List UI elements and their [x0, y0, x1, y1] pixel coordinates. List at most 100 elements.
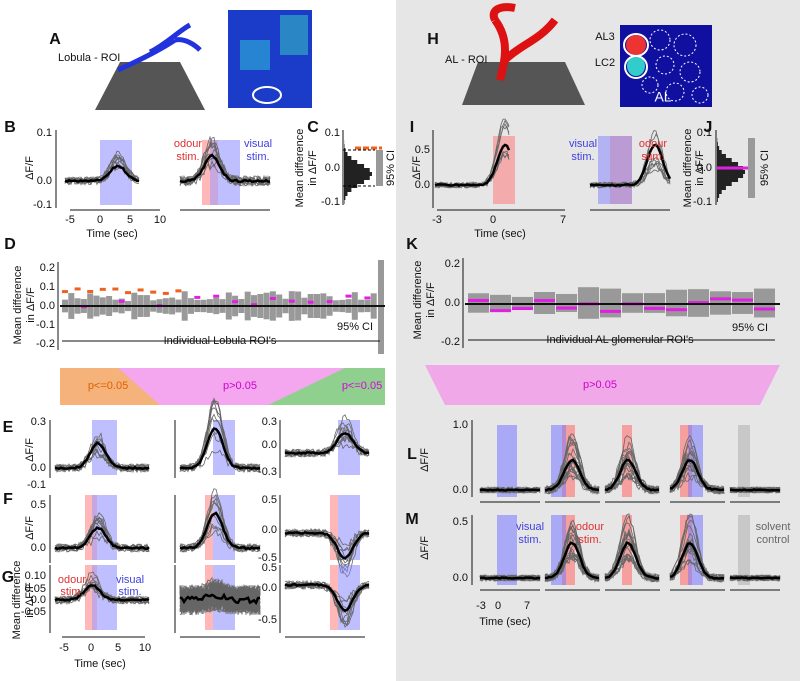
trace — [669, 434, 725, 495]
tick-label: 0.2 — [445, 258, 460, 270]
mean-mark — [688, 301, 709, 305]
label: stim. — [571, 151, 594, 163]
sig-mark — [150, 290, 157, 294]
stim-box — [598, 136, 610, 204]
tick-label: -0.5 — [258, 552, 277, 564]
roi-label: AL - ROI — [445, 54, 487, 66]
glomerulus-label: LC2 — [595, 57, 615, 69]
label: in ΔF/F — [24, 582, 36, 618]
hist-bar — [717, 162, 739, 166]
label: odour — [174, 138, 202, 150]
hist-bar — [717, 198, 718, 202]
mean-trace — [544, 458, 599, 492]
mean-trace — [54, 584, 150, 602]
tick-label: -0.3 — [258, 466, 277, 478]
label: ΔF/F — [24, 516, 36, 540]
stim-box — [551, 515, 562, 585]
mean-mark — [307, 300, 314, 304]
tick-label: 0.0 — [262, 582, 277, 594]
label: solvent — [756, 521, 791, 533]
label: odour — [639, 138, 667, 150]
mean-trace — [284, 530, 370, 560]
stim-box — [376, 150, 383, 186]
mean-trace — [729, 576, 781, 580]
axis-title: Time (sec) — [86, 228, 138, 240]
label: in ΔF/F — [694, 150, 706, 186]
label: in ΔF/F — [25, 287, 37, 323]
tick-label: 0 — [88, 642, 94, 654]
group-label: p>0.05 — [223, 380, 257, 392]
stim-box — [610, 136, 632, 204]
hist-bar — [717, 178, 739, 182]
panel-label: B — [4, 119, 16, 136]
tick-label: 0.0 — [697, 162, 712, 174]
mean-trace — [54, 441, 150, 471]
mean-mark — [534, 299, 555, 303]
axis-title: Time (sec) — [474, 228, 526, 240]
tick-label: 0.2 — [40, 262, 55, 274]
tick-label: -0.1 — [33, 199, 52, 211]
tick-label: 10 — [154, 214, 166, 226]
mean-trace — [669, 459, 725, 492]
hist-bar — [717, 146, 720, 150]
mean-trace — [589, 143, 672, 187]
mean-mark — [732, 298, 753, 302]
label: Mean difference — [412, 261, 424, 340]
tick-label: 0.0 — [31, 594, 46, 606]
roi-label: Lobula - ROI — [58, 52, 120, 64]
tick-label: 0.5 — [262, 494, 277, 506]
ci-label: 95% CI — [337, 321, 373, 333]
tick-label: -0.1 — [321, 196, 340, 208]
trace — [589, 130, 671, 188]
stim-box — [692, 515, 703, 585]
mean-trace — [179, 511, 261, 551]
stim-box — [738, 515, 750, 585]
sig-mark — [125, 291, 131, 295]
trace — [179, 576, 261, 612]
label: Mean difference — [12, 266, 24, 345]
label: Mean difference — [11, 561, 23, 640]
stim-box — [738, 425, 750, 497]
hist-bar — [717, 142, 718, 146]
label: ΔF/F — [24, 156, 36, 180]
label: stim. — [518, 534, 541, 546]
tick-label: 0.0 — [40, 300, 55, 312]
tick-label: 10 — [139, 642, 151, 654]
stim-box — [497, 425, 517, 497]
trace — [669, 444, 725, 494]
group-sig — [268, 368, 385, 405]
mean-mark — [600, 309, 621, 313]
glomeruli-outlines — [641, 29, 709, 104]
label: stim. — [60, 586, 83, 598]
tick-label: 0.0 — [37, 175, 52, 187]
hist-bar — [344, 188, 352, 192]
mean-trace — [434, 143, 511, 187]
tick-label: 0.0 — [31, 462, 46, 474]
label: stim. — [118, 586, 141, 598]
ci-label: 95% CI — [732, 322, 768, 334]
mean-mark — [364, 296, 371, 300]
mean-trace — [179, 427, 261, 471]
mean-trace — [479, 488, 541, 492]
tick-label: 0.0 — [453, 572, 468, 584]
mean-trace — [179, 153, 271, 184]
tick-label: 0.0 — [262, 524, 277, 536]
label: stim. — [641, 151, 664, 163]
roi-outline — [252, 86, 282, 104]
panel-label: D — [4, 236, 16, 253]
stim-box — [210, 140, 218, 205]
group-label: p>0.05 — [583, 379, 617, 391]
hist-bar — [717, 154, 726, 158]
stim-box — [92, 495, 97, 560]
trace — [179, 158, 271, 188]
hist-bar — [344, 156, 352, 160]
mean-mark — [468, 298, 489, 302]
tick-label: 0.1 — [37, 127, 52, 139]
tick-label: 0.0 — [453, 484, 468, 496]
stim-box — [218, 140, 240, 205]
panel-label: F — [3, 491, 13, 508]
mean-mark — [710, 297, 731, 301]
stim-box — [85, 495, 92, 560]
tick-label: -0.1 — [693, 196, 712, 208]
